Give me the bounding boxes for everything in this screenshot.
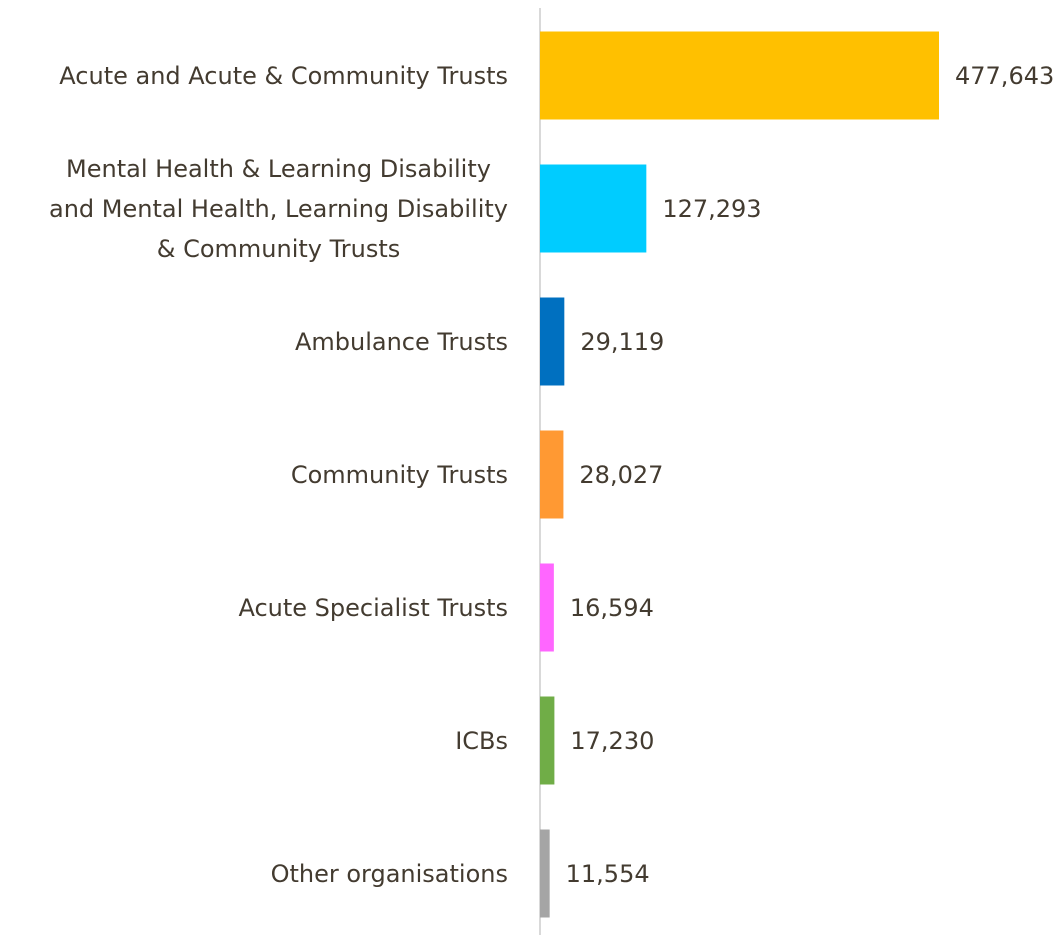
category-label: Ambulance Trusts bbox=[294, 327, 508, 356]
category-label-box: Other organisations bbox=[0, 807, 508, 940]
bar bbox=[540, 297, 565, 386]
category-label-box: Acute and Acute & Community Trusts bbox=[0, 9, 508, 142]
bar bbox=[540, 563, 554, 652]
bar bbox=[540, 31, 939, 120]
category-label: Community Trusts bbox=[290, 460, 508, 489]
category-label-box: Mental Health & Learning Disability and … bbox=[0, 142, 508, 275]
value-label: 16,594 bbox=[569, 593, 654, 622]
category-label-box: ICBs bbox=[0, 674, 508, 807]
bar bbox=[540, 164, 647, 253]
value-label: 17,230 bbox=[570, 726, 655, 755]
value-label: 29,119 bbox=[580, 327, 665, 356]
category-label-box: Acute Specialist Trusts bbox=[0, 541, 508, 674]
category-label-box: Ambulance Trusts bbox=[0, 275, 508, 408]
category-label: Acute Specialist Trusts bbox=[238, 593, 508, 622]
value-label: 11,554 bbox=[565, 859, 650, 888]
bar bbox=[540, 829, 550, 918]
value-label: 477,643 bbox=[955, 61, 1055, 90]
category-label: ICBs bbox=[455, 726, 508, 755]
value-label: 28,027 bbox=[579, 460, 664, 489]
category-label: Acute and Acute & Community Trusts bbox=[59, 61, 508, 90]
value-label: 127,293 bbox=[662, 194, 762, 223]
bar bbox=[540, 430, 564, 519]
category-label: Mental Health & Learning Disability and … bbox=[49, 154, 508, 263]
category-label: Other organisations bbox=[270, 859, 508, 888]
category-label-box: Community Trusts bbox=[0, 408, 508, 541]
bar bbox=[540, 696, 555, 785]
